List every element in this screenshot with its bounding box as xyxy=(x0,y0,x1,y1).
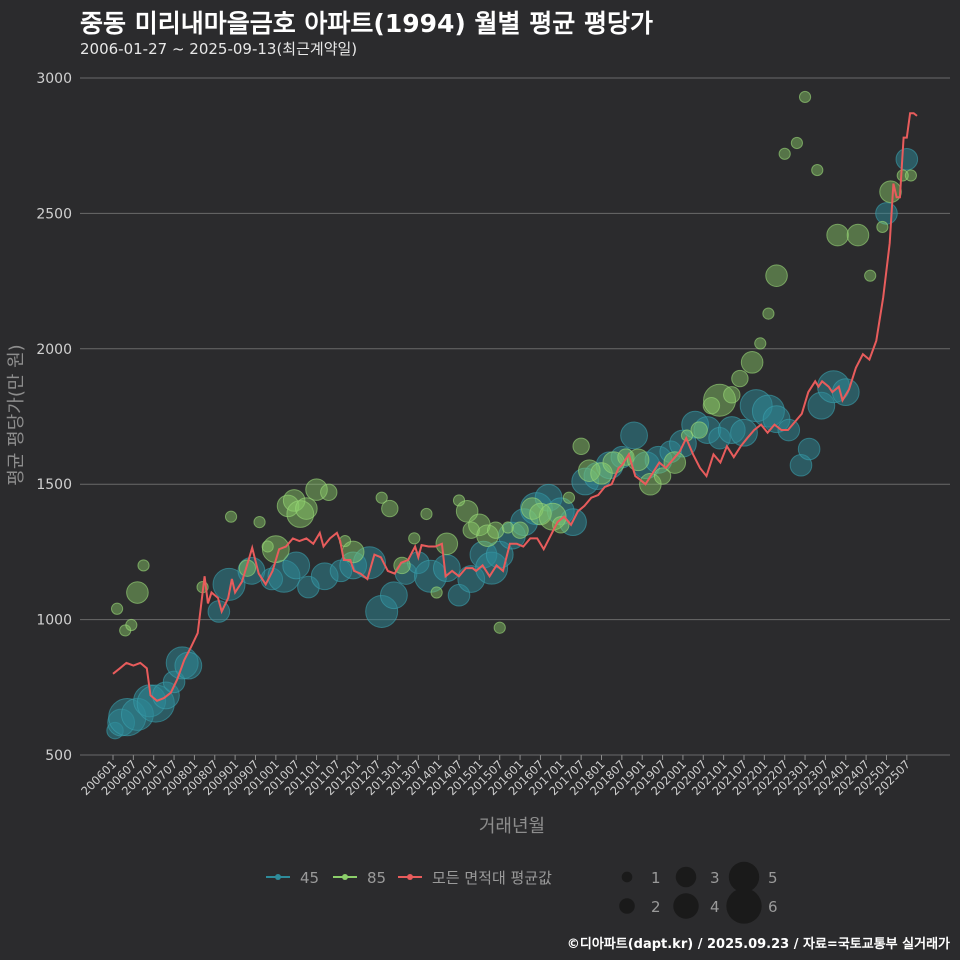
scatter-point-85 xyxy=(126,581,149,604)
scatter-point-85 xyxy=(529,502,552,526)
y-tick-label: 2500 xyxy=(36,206,72,222)
scatter-point-85 xyxy=(501,521,514,534)
scatter-point-85 xyxy=(811,163,824,177)
scatter-point-85 xyxy=(493,621,506,634)
y-tick-label: 2000 xyxy=(36,342,72,358)
legend-size-circle-2 xyxy=(619,898,635,914)
scatter-point-85 xyxy=(846,223,870,247)
legend-size-circle-3 xyxy=(675,866,697,888)
scatter-point-45 xyxy=(432,554,461,583)
scatter-point-85 xyxy=(137,559,150,572)
legend-size-label-3: 3 xyxy=(710,869,720,887)
scatter-point-85 xyxy=(408,532,421,545)
scatter-point-85 xyxy=(238,559,257,577)
scatter-point-85 xyxy=(125,618,138,632)
legend-size-label-2: 2 xyxy=(651,898,661,916)
scatter-point-45 xyxy=(212,567,246,601)
scatter-point-45 xyxy=(797,437,821,461)
scatter-point-85 xyxy=(663,451,687,474)
scatter-point-85 xyxy=(286,500,315,528)
scatter-point-85 xyxy=(110,602,124,615)
x-axis-label: 거래년월 xyxy=(479,816,545,837)
chart-title: 중동 미리내마을금호 아파트(1994) 월별 평균 평당가 xyxy=(80,9,653,38)
scatter-point-85 xyxy=(486,521,505,539)
scatter-point-85 xyxy=(253,516,266,529)
average-line-series xyxy=(112,112,918,702)
scatter-point-45 xyxy=(730,418,758,447)
scatter-point-85 xyxy=(430,586,443,599)
scatter-point-85 xyxy=(790,136,804,150)
scatter-point-85 xyxy=(320,483,338,502)
scatter-point-85 xyxy=(375,491,388,504)
scatter-point-85 xyxy=(754,337,767,350)
y-tick-label: 1500 xyxy=(36,477,72,493)
scatter-point-85 xyxy=(778,147,791,160)
scatter-point-85 xyxy=(876,220,889,234)
y-axis-ticks: 500 1000 1500 2000 2500 3000 xyxy=(36,71,72,764)
scatter-point-85 xyxy=(261,540,274,553)
legend-label-2: 모든 면적대 평균값 xyxy=(432,869,552,887)
legend-size-circle-4 xyxy=(673,893,699,919)
legend-size-circle-1 xyxy=(621,871,633,883)
legend-size-circle-6 xyxy=(726,888,762,924)
scatter-point-85 xyxy=(653,467,672,485)
legend-label-1: 85 xyxy=(367,869,386,887)
y-tick-label: 3000 xyxy=(36,71,72,87)
y-tick-label: 500 xyxy=(45,748,72,764)
scatter-point-85 xyxy=(864,269,877,282)
scatter-point-85 xyxy=(572,437,590,455)
scatter-point-45 xyxy=(379,581,408,610)
legend-size-circle-5 xyxy=(728,861,760,893)
scatter-point-85 xyxy=(740,351,764,374)
scatter-45-series xyxy=(106,147,919,740)
legend-size-label-6: 6 xyxy=(768,898,778,916)
scatter-point-45 xyxy=(282,551,311,580)
legend-marker-0 xyxy=(275,874,281,880)
scatter-point-85 xyxy=(282,489,306,512)
scatter-point-85 xyxy=(798,90,812,104)
legend-size-label-1: 1 xyxy=(651,869,661,887)
scatter-point-85 xyxy=(511,521,529,539)
scatter-point-85 xyxy=(552,516,570,534)
scatter-point-85 xyxy=(476,524,499,547)
scatter-point-85 xyxy=(562,491,576,504)
scatter-point-85 xyxy=(731,369,749,388)
scatter-point-85 xyxy=(295,497,318,520)
scatter-point-85 xyxy=(762,307,775,320)
y-tick-label: 1000 xyxy=(36,613,72,629)
scatter-point-45 xyxy=(831,378,860,407)
scatter-point-85 xyxy=(690,421,708,439)
scatter-point-45 xyxy=(620,421,648,450)
scatter-point-85 xyxy=(904,169,917,182)
scatter-point-85 xyxy=(420,507,433,521)
scatter-point-85 xyxy=(224,510,238,523)
x-axis-ticks: 2006012006072007012007072008012008072009… xyxy=(78,755,913,798)
legend-marker-1 xyxy=(342,874,348,880)
legend-marker-2 xyxy=(407,874,413,880)
scatter-point-45 xyxy=(895,147,919,171)
scatter-point-85 xyxy=(305,478,328,501)
average-line xyxy=(112,112,918,702)
scatter-point-85 xyxy=(826,223,849,247)
scatter-85-series xyxy=(110,90,917,637)
scatter-point-45 xyxy=(875,202,898,225)
legend-size-label-4: 4 xyxy=(710,898,720,916)
scatter-point-85 xyxy=(435,532,459,556)
scatter-point-85 xyxy=(381,499,399,518)
legend-size-label-5: 5 xyxy=(768,869,778,887)
credit-text: ©디아파트(dapt.kr) / 2025.09.23 / 자료=국토교통부 실… xyxy=(566,937,950,952)
scatter-point-85 xyxy=(765,264,788,287)
scatter-point-85 xyxy=(703,383,737,417)
scatter-point-85 xyxy=(879,180,902,204)
legend-label-0: 45 xyxy=(300,869,319,887)
chart-subtitle: 2006-01-27 ~ 2025-09-13(최근계약일) xyxy=(80,40,358,58)
y-axis-label: 평균 평당가(만 원) xyxy=(6,344,27,485)
scatter-point-85 xyxy=(723,386,741,404)
